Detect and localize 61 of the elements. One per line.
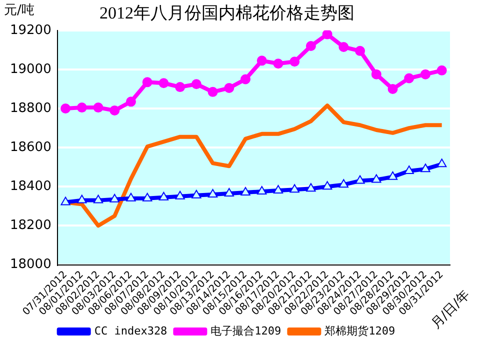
point bbox=[404, 73, 414, 84]
legend-label: 电子撮合1209 bbox=[210, 324, 282, 338]
point bbox=[110, 105, 120, 116]
point bbox=[142, 192, 152, 202]
y-tick-label: 18000 bbox=[10, 257, 52, 272]
y-tick-label: 19000 bbox=[10, 62, 52, 77]
point bbox=[322, 181, 332, 190]
point bbox=[322, 30, 332, 40]
point bbox=[306, 183, 316, 192]
point bbox=[191, 79, 202, 90]
point bbox=[110, 194, 120, 202]
point bbox=[388, 171, 398, 180]
point bbox=[175, 82, 186, 92]
point bbox=[192, 190, 202, 198]
point bbox=[93, 102, 104, 113]
point bbox=[306, 41, 316, 52]
legend-label: CC index328 bbox=[94, 324, 168, 338]
point bbox=[256, 56, 267, 66]
point bbox=[158, 78, 169, 88]
point bbox=[436, 65, 447, 76]
y-tick-label: 18200 bbox=[10, 218, 52, 234]
point bbox=[126, 96, 136, 107]
point bbox=[208, 86, 218, 97]
point bbox=[404, 166, 414, 174]
point bbox=[208, 188, 218, 198]
legend-label: 郑棉期货1209 bbox=[324, 324, 396, 338]
point bbox=[338, 179, 348, 188]
point bbox=[60, 104, 71, 114]
point bbox=[420, 69, 430, 80]
y-tick-label: 18400 bbox=[10, 179, 52, 194]
y-tick-label: 18600 bbox=[10, 140, 52, 155]
point bbox=[240, 187, 250, 196]
y-tick-label: 19200 bbox=[10, 22, 52, 38]
point bbox=[273, 185, 284, 194]
point bbox=[388, 84, 398, 94]
point bbox=[420, 164, 430, 172]
point bbox=[290, 56, 300, 67]
point bbox=[224, 83, 234, 94]
point bbox=[142, 77, 152, 88]
point bbox=[93, 194, 104, 204]
point bbox=[60, 196, 70, 206]
point bbox=[76, 102, 87, 113]
point bbox=[436, 158, 447, 168]
point bbox=[224, 188, 234, 196]
x-axis-title: 月/日/年 bbox=[428, 288, 473, 332]
point bbox=[158, 192, 169, 200]
point bbox=[290, 184, 300, 193]
point bbox=[77, 194, 87, 204]
point bbox=[273, 58, 284, 69]
point bbox=[175, 190, 185, 200]
point bbox=[126, 192, 136, 202]
point bbox=[355, 175, 365, 184]
chart-title: 2012年八月份国内棉花价格走势图 bbox=[100, 4, 354, 23]
point bbox=[240, 74, 250, 84]
y-tick-label: 18800 bbox=[10, 100, 52, 116]
point bbox=[355, 46, 366, 56]
point bbox=[338, 42, 349, 52]
point bbox=[372, 174, 382, 183]
y-axis-title: 元/吨 bbox=[4, 2, 34, 18]
point bbox=[371, 69, 382, 80]
point bbox=[257, 186, 267, 195]
